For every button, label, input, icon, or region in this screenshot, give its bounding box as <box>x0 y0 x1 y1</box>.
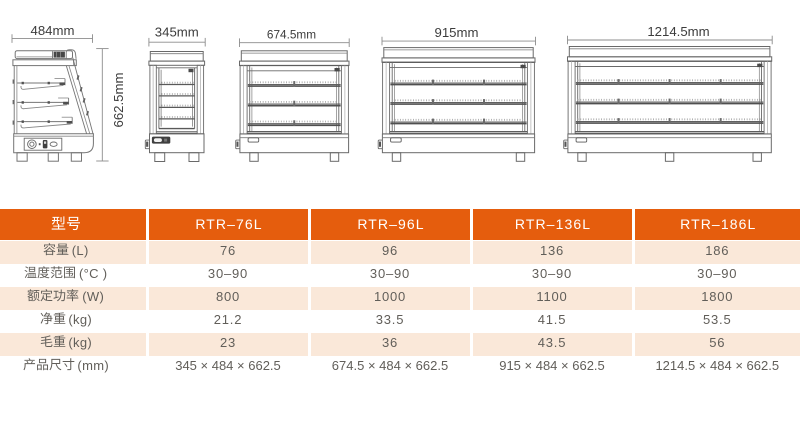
svg-text:1214.5mm: 1214.5mm <box>647 24 709 39</box>
svg-text:345mm: 345mm <box>155 24 199 39</box>
svg-text:674.5mm: 674.5mm <box>267 27 316 41</box>
svg-text:484mm: 484mm <box>31 23 75 38</box>
svg-text:915mm: 915mm <box>435 25 479 40</box>
svg-text:662.5mm: 662.5mm <box>111 73 126 128</box>
